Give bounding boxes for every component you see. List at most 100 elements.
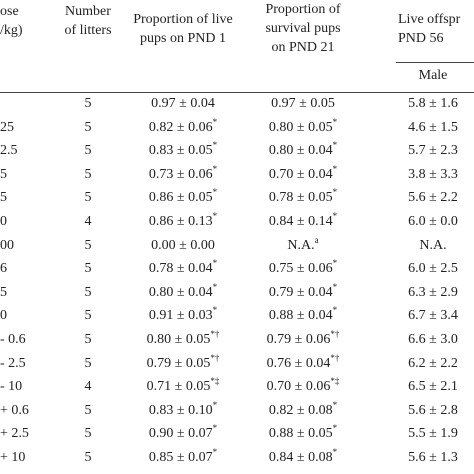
cell: 5.6 ± 1.3 xyxy=(408,450,458,465)
footnote-mark: *† xyxy=(330,329,340,339)
cell-value: 0.71 ± 0.05 xyxy=(146,379,211,395)
cell: N.A. xyxy=(419,237,447,253)
footnote-mark: * xyxy=(332,140,338,151)
cell-value: 0.86 ± 0.05 xyxy=(148,190,213,206)
footnote-mark: * xyxy=(212,399,218,410)
footnote-mark: *‡ xyxy=(330,376,340,387)
cell: 5 xyxy=(0,166,7,182)
cell: 4 xyxy=(84,214,92,229)
cell: 5.7 ± 2.3 xyxy=(408,143,458,159)
cell-value: 0.73 ± 0.06 xyxy=(148,166,213,182)
footnote-mark: *† xyxy=(330,352,340,363)
footnote-mark: *‡ xyxy=(210,376,220,387)
cell: 5 xyxy=(84,96,92,111)
cell: 0.79 ± 0.05*† xyxy=(146,353,220,372)
cell-value: 0.86 ± 0.13 xyxy=(148,214,213,229)
footnote-mark: * xyxy=(332,116,338,127)
cell-value: 0.82 ± 0.08 xyxy=(268,402,333,418)
cell-value: 0.80 ± 0.04 xyxy=(268,143,333,159)
footnote-mark: * xyxy=(212,305,218,316)
header-pnd21: Proportion of xyxy=(265,2,341,17)
cell-value: 0.80 ± 0.04 xyxy=(148,284,213,300)
cell: 0.88 ± 0.05* xyxy=(268,423,338,442)
cell: 0.88 ± 0.04* xyxy=(268,306,337,324)
cell: 0.84 ± 0.08* xyxy=(269,448,337,466)
cell: 5.8 ± 1.6 xyxy=(408,96,458,111)
cell: 0.73 ± 0.06* xyxy=(148,164,217,183)
cell: 0.78 ± 0.04* xyxy=(149,259,217,277)
header-pnd1: pups on PND 1 xyxy=(140,31,226,46)
cell-value: 0.75 ± 0.06 xyxy=(268,261,333,277)
cell: 0.80 ± 0.05* xyxy=(268,116,338,136)
cell: 5 xyxy=(84,166,92,182)
cell: 0.76 ± 0.04*† xyxy=(266,352,340,372)
cell: 0.83 ± 0.05* xyxy=(148,141,217,159)
header-pnd21: on PND 21 xyxy=(271,40,335,55)
cell: - 0.6 xyxy=(0,332,26,347)
cell-value: 0.85 ± 0.07 xyxy=(148,450,213,465)
cell-value: 0.88 ± 0.04 xyxy=(268,308,333,324)
header-litters: of litters xyxy=(64,23,112,38)
footnote-mark: * xyxy=(332,423,338,434)
cell: 0.82 ± 0.06* xyxy=(149,116,218,136)
footnote-mark: * xyxy=(332,211,338,221)
cell: 6.2 ± 2.2 xyxy=(408,355,458,371)
cell: 0.83 ± 0.10* xyxy=(149,399,218,419)
cell-value: 0.00 ± 0.00 xyxy=(151,237,215,253)
cell: 4.6 ± 1.5 xyxy=(408,119,458,135)
cell-value: 0.97 ± 0.04 xyxy=(151,96,215,111)
cell: 5 xyxy=(84,284,92,300)
cell: 4 xyxy=(84,379,92,395)
cell: 0.86 ± 0.05* xyxy=(148,187,218,206)
cell: 0.79 ± 0.06*† xyxy=(266,329,340,348)
cell-value: 0.80 ± 0.05 xyxy=(268,119,333,135)
cell: 0.78 ± 0.05* xyxy=(269,188,337,206)
cell: 0.75 ± 0.06* xyxy=(268,258,338,277)
footnote-mark: * xyxy=(332,258,338,269)
cell: 5 xyxy=(84,237,92,253)
footnote-mark: * xyxy=(212,116,218,127)
cell-value: 0.97 ± 0.05 xyxy=(271,96,335,111)
cell: 6.0 ± 2.5 xyxy=(408,261,458,277)
cell: 5.6 ± 2.2 xyxy=(408,190,458,206)
cell-value: 0.79 ± 0.05 xyxy=(146,355,211,371)
cell: 0.85 ± 0.07* xyxy=(148,447,218,466)
cell: 6.3 ± 2.9 xyxy=(408,284,458,300)
cell: 2.5 xyxy=(0,143,18,159)
cell-value: 0.79 ± 0.04 xyxy=(268,284,333,300)
cell: 6.7 ± 3.4 xyxy=(408,308,458,324)
cell-value: 0.83 ± 0.05 xyxy=(148,143,213,159)
cell: 5 xyxy=(84,261,92,277)
footnote-mark: * xyxy=(212,423,218,434)
cell: 0 xyxy=(0,308,7,324)
cell: 5 xyxy=(84,308,92,324)
header-litters: Number xyxy=(65,4,111,19)
header-rule xyxy=(0,92,474,93)
cell: 0.79 ± 0.04* xyxy=(268,282,337,301)
cell-value: 0.70 ± 0.06 xyxy=(266,379,331,395)
cell: 5 xyxy=(84,355,92,371)
cell-value: 0.88 ± 0.05 xyxy=(268,426,333,442)
footnote-mark: * xyxy=(212,187,218,198)
cell-value: 0.84 ± 0.14 xyxy=(268,214,333,229)
cell: 0.71 ± 0.05*‡ xyxy=(146,376,220,395)
cell: 0.86 ± 0.13* xyxy=(148,212,217,230)
footnote-mark: * xyxy=(332,399,338,410)
cell-value: 0.80 ± 0.05 xyxy=(146,332,211,347)
cell: 25 xyxy=(0,119,14,135)
footnote-mark: * xyxy=(212,447,218,457)
cell: 5 xyxy=(84,450,92,465)
cell: 5 xyxy=(0,190,7,206)
cell: 5 xyxy=(84,426,92,442)
cell: 0.82 ± 0.08* xyxy=(268,399,338,419)
cell: 5 xyxy=(84,402,92,418)
cell: + 10 xyxy=(0,450,26,465)
footnote-mark: * xyxy=(332,163,338,174)
cell-value: 0.79 ± 0.06 xyxy=(266,332,331,347)
cell: 5 xyxy=(84,332,92,347)
cell-value: 0.76 ± 0.04 xyxy=(266,355,331,371)
cell: 5 xyxy=(0,284,7,300)
cell: 0.70 ± 0.06*‡ xyxy=(266,376,340,395)
male-header: Male xyxy=(418,68,448,83)
